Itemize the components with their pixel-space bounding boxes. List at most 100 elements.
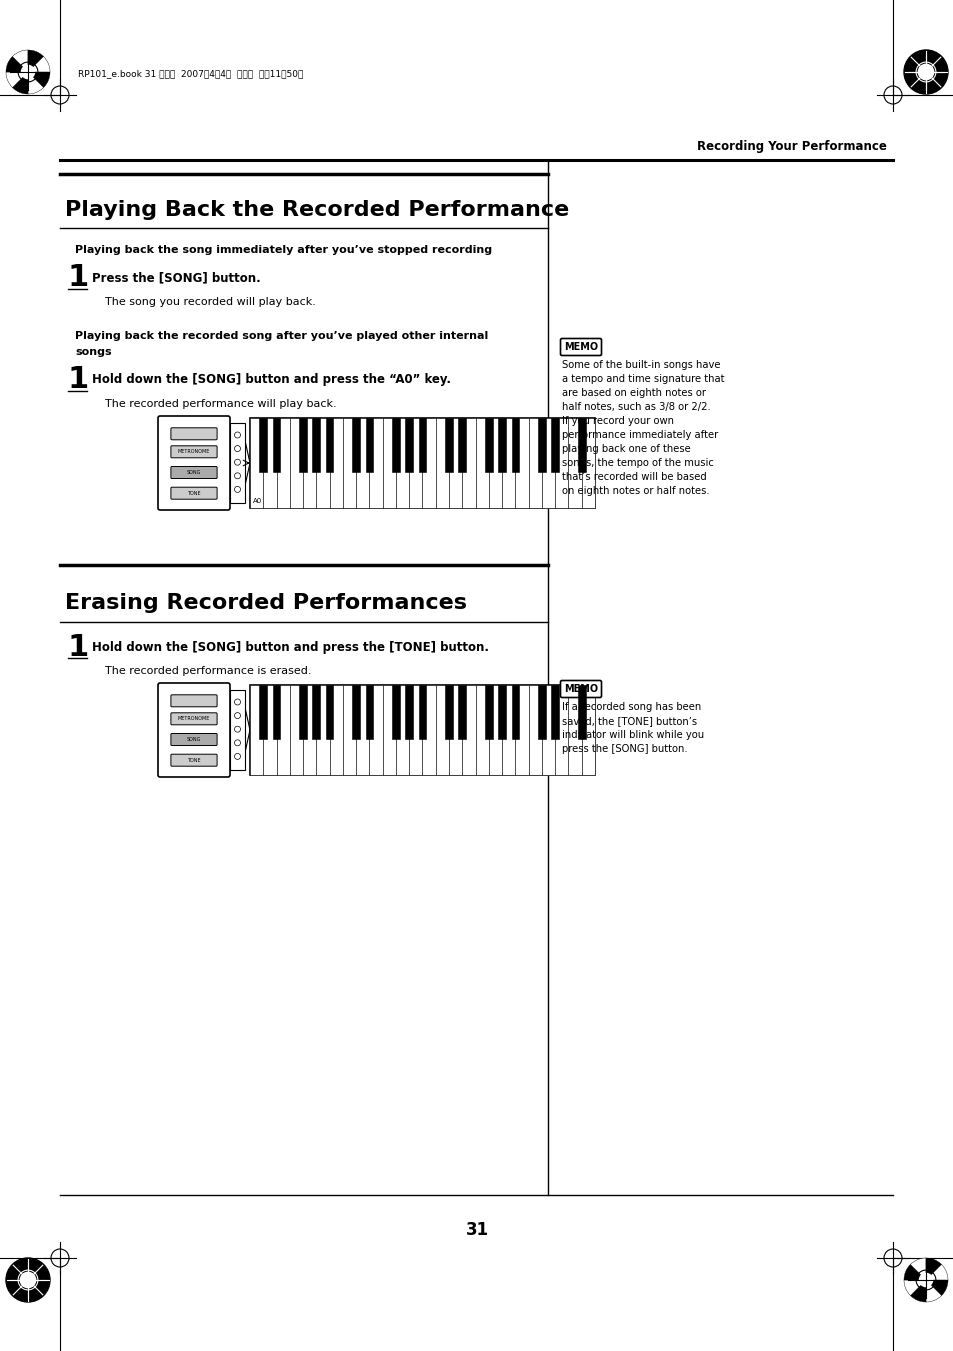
Bar: [405, 685, 413, 739]
Bar: [541, 685, 555, 775]
Wedge shape: [925, 1258, 941, 1279]
Bar: [418, 685, 426, 739]
Bar: [250, 685, 263, 775]
Bar: [497, 417, 505, 471]
FancyBboxPatch shape: [560, 681, 601, 697]
Text: RP101_e.book 31 ページ  2007年4月4日  水曜日  午前11時50分: RP101_e.book 31 ページ 2007年4月4日 水曜日 午前11時5…: [78, 69, 303, 78]
Circle shape: [6, 1258, 50, 1302]
Bar: [299, 417, 307, 471]
Text: TONE: TONE: [187, 758, 200, 763]
Bar: [436, 685, 449, 775]
Bar: [352, 417, 359, 471]
Wedge shape: [909, 1279, 925, 1302]
Bar: [436, 417, 449, 508]
Bar: [355, 685, 369, 775]
FancyBboxPatch shape: [158, 416, 230, 509]
Bar: [230, 690, 245, 770]
Text: Playing back the song immediately after you’ve stopped recording: Playing back the song immediately after …: [75, 245, 492, 255]
Bar: [352, 685, 359, 739]
Text: The recorded performance will play back.: The recorded performance will play back.: [105, 399, 336, 409]
Bar: [250, 417, 595, 508]
Bar: [290, 417, 303, 508]
Wedge shape: [6, 57, 28, 72]
Text: Playing back the recorded song after you’ve played other internal: Playing back the recorded song after you…: [75, 331, 488, 340]
Wedge shape: [12, 72, 28, 95]
Bar: [392, 685, 399, 739]
Bar: [501, 417, 515, 508]
Bar: [458, 685, 466, 739]
Bar: [299, 685, 307, 739]
Bar: [581, 685, 595, 775]
Text: Hold down the [SONG] button and press the [TONE] button.: Hold down the [SONG] button and press th…: [91, 640, 489, 654]
Bar: [369, 685, 382, 775]
Bar: [484, 685, 492, 739]
FancyBboxPatch shape: [171, 466, 217, 478]
Text: 1: 1: [68, 366, 90, 394]
FancyBboxPatch shape: [171, 694, 217, 707]
Text: A0: A0: [253, 499, 262, 504]
Bar: [578, 685, 585, 739]
Circle shape: [919, 1274, 932, 1286]
Bar: [449, 417, 462, 508]
Bar: [484, 417, 492, 471]
Bar: [303, 417, 316, 508]
FancyBboxPatch shape: [171, 734, 217, 746]
Text: The recorded performance is erased.: The recorded performance is erased.: [105, 666, 312, 676]
Text: METRONOME: METRONOME: [177, 716, 210, 721]
Bar: [395, 417, 409, 508]
Bar: [578, 417, 585, 471]
Bar: [409, 685, 422, 775]
Bar: [276, 417, 290, 508]
Bar: [365, 685, 373, 739]
Bar: [259, 685, 267, 739]
Bar: [316, 417, 330, 508]
Bar: [273, 685, 280, 739]
Bar: [568, 685, 581, 775]
Bar: [476, 417, 488, 508]
FancyBboxPatch shape: [171, 488, 217, 500]
Bar: [581, 417, 595, 508]
Wedge shape: [903, 1279, 925, 1296]
Bar: [313, 685, 320, 739]
Bar: [369, 417, 382, 508]
Text: The song you recorded will play back.: The song you recorded will play back.: [105, 297, 315, 307]
Bar: [330, 685, 342, 775]
Text: SONG: SONG: [187, 470, 201, 476]
Bar: [445, 685, 453, 739]
Bar: [458, 417, 466, 471]
Bar: [476, 685, 488, 775]
Bar: [445, 417, 453, 471]
Text: MEMO: MEMO: [563, 684, 598, 694]
Wedge shape: [12, 50, 28, 72]
Bar: [551, 417, 558, 471]
Bar: [449, 685, 462, 775]
Text: 31: 31: [465, 1221, 488, 1239]
FancyBboxPatch shape: [158, 684, 230, 777]
Text: METRONOME: METRONOME: [177, 450, 210, 454]
Bar: [313, 417, 320, 471]
Bar: [462, 417, 476, 508]
Wedge shape: [925, 1265, 947, 1279]
Bar: [555, 685, 568, 775]
Bar: [290, 685, 303, 775]
Wedge shape: [903, 1265, 925, 1279]
Bar: [316, 685, 330, 775]
Text: Hold down the [SONG] button and press the “A0” key.: Hold down the [SONG] button and press th…: [91, 373, 451, 386]
Wedge shape: [909, 1258, 925, 1279]
Bar: [263, 685, 276, 775]
Bar: [418, 417, 426, 471]
Wedge shape: [28, 50, 44, 72]
FancyBboxPatch shape: [171, 713, 217, 724]
Text: songs: songs: [75, 347, 112, 357]
FancyBboxPatch shape: [560, 339, 601, 355]
Bar: [276, 685, 290, 775]
Bar: [392, 417, 399, 471]
Text: Erasing Recorded Performances: Erasing Recorded Performances: [65, 593, 467, 613]
Bar: [250, 685, 595, 775]
Bar: [515, 685, 528, 775]
Bar: [551, 685, 558, 739]
Wedge shape: [925, 1279, 947, 1296]
Bar: [342, 417, 355, 508]
Bar: [497, 685, 505, 739]
Bar: [488, 685, 501, 775]
